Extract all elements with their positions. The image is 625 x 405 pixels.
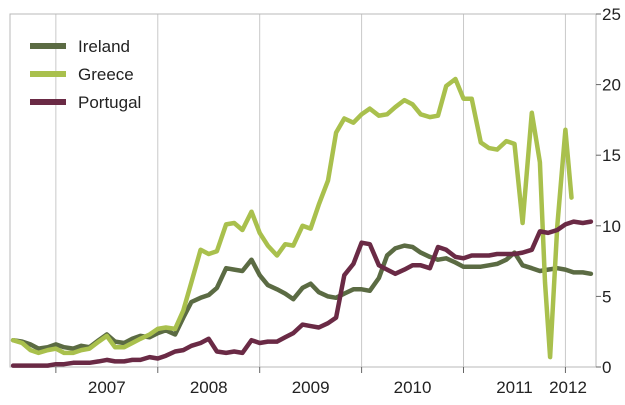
x-tick-label-2008: 2008: [190, 378, 228, 397]
y-tick-label-25: 25: [602, 5, 621, 24]
y-tick-label-20: 20: [602, 76, 621, 95]
series-line-portugal: [10, 219, 594, 368]
series-line-greece: [10, 76, 574, 360]
series-lines: [10, 76, 594, 368]
series-line-ireland: [10, 243, 594, 351]
x-tick-label-2010: 2010: [394, 378, 432, 397]
x-tick-label-2007: 2007: [88, 378, 126, 397]
x-tick-label-2009: 2009: [292, 378, 330, 397]
y-tick-label-10: 10: [602, 217, 621, 236]
y-tick-label-5: 5: [602, 287, 611, 306]
y-tick-label-15: 15: [602, 146, 621, 165]
legend-label-portugal: Portugal: [78, 93, 141, 112]
legend-label-ireland: Ireland: [78, 37, 130, 56]
legend-label-greece: Greece: [78, 65, 134, 84]
gridlines: [55, 14, 566, 367]
axes: [9, 13, 601, 373]
x-tick-label-2012: 2012: [549, 378, 587, 397]
tick-labels: 0 5 10 15 20 25 2007 2008 2009 2010 2011 2012: [88, 5, 621, 397]
y-tick-label-0: 0: [602, 358, 611, 377]
legend: Ireland Greece Portugal: [30, 37, 141, 112]
x-tick-label-2011: 2011: [496, 378, 533, 397]
plot-frame: [9, 13, 597, 368]
